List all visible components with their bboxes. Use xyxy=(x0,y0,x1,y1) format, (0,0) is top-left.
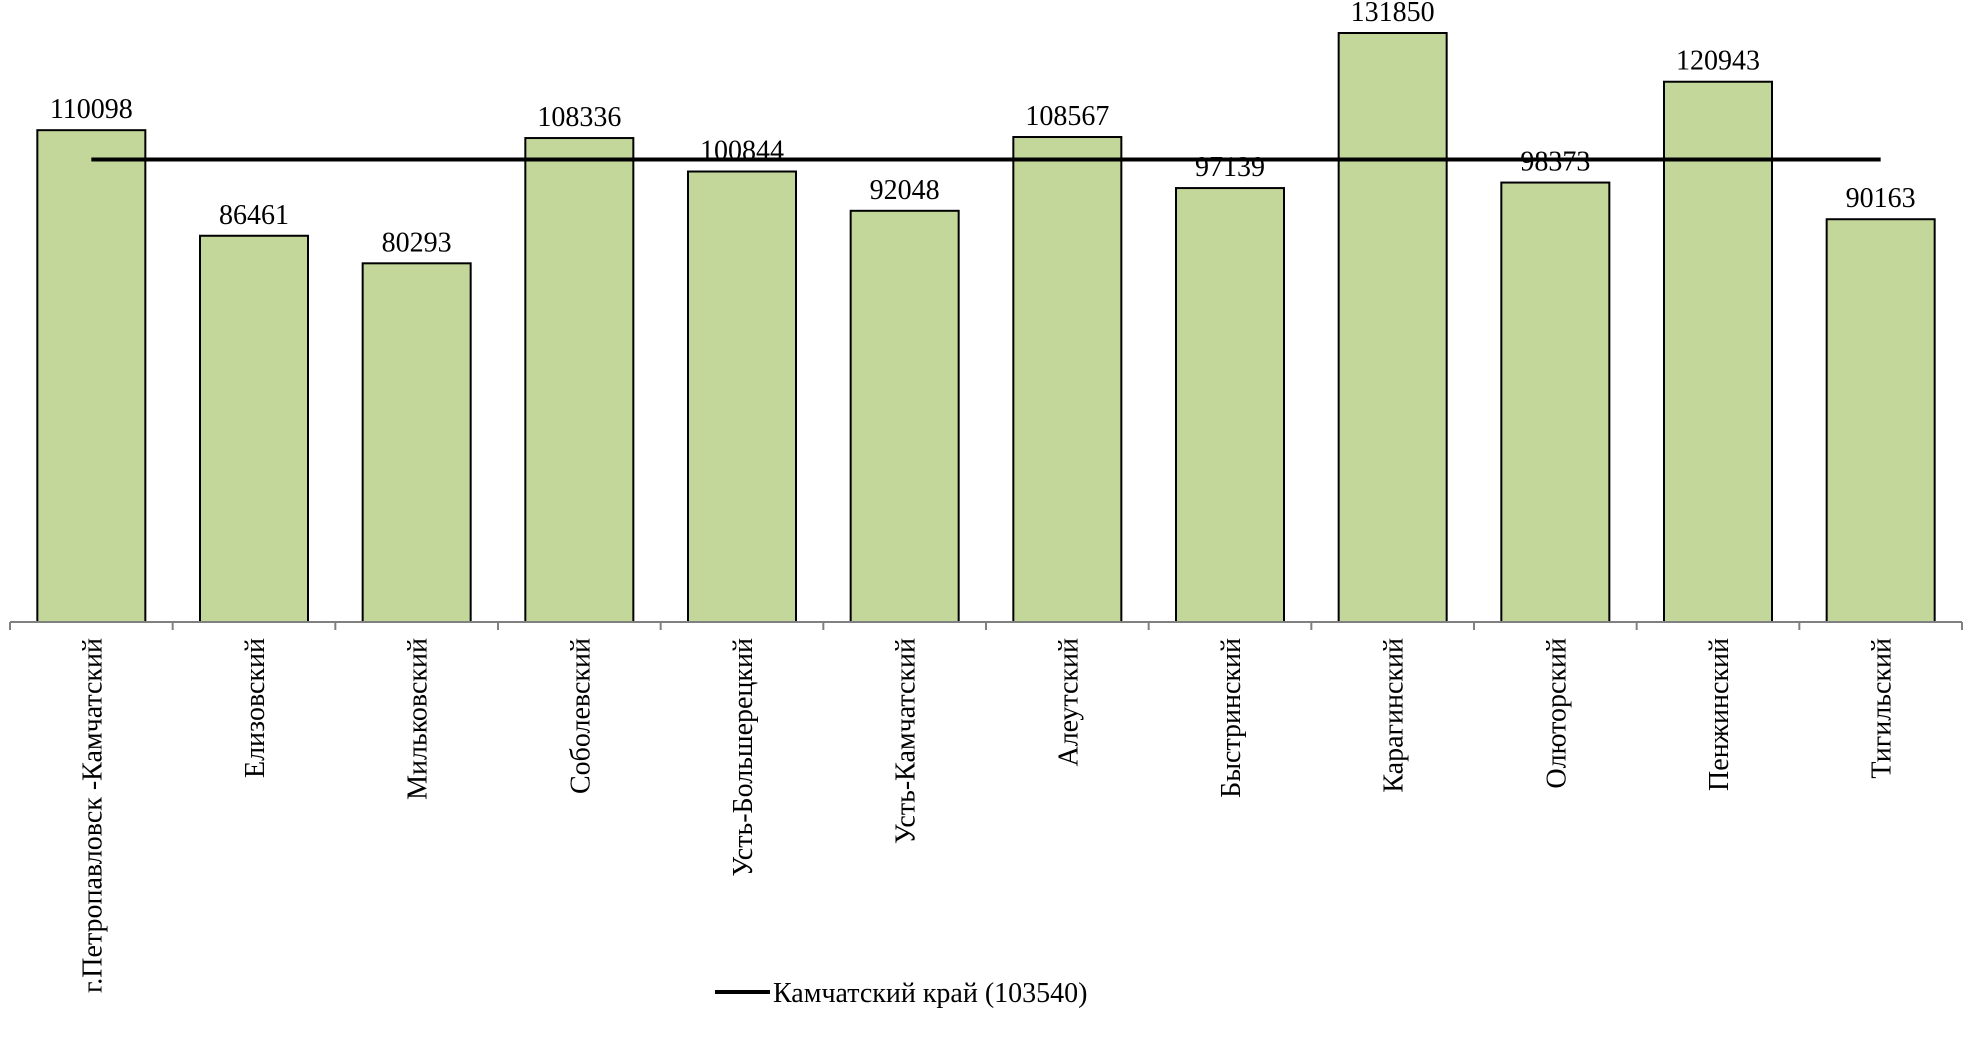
bar-value-label: 92048 xyxy=(870,175,940,206)
category-label: Усть-Камчатский xyxy=(891,638,922,844)
category-label: Мильковский xyxy=(403,638,434,800)
bar xyxy=(1500,181,1611,623)
category-label: Олюторский xyxy=(1541,638,1572,789)
category-label: Соболевский xyxy=(565,638,596,794)
bar-value-label: 98373 xyxy=(1520,147,1590,178)
bar xyxy=(361,262,472,623)
x-axis-ticks xyxy=(9,622,1963,630)
bar-value-label: 97139 xyxy=(1195,152,1265,183)
bar xyxy=(1337,32,1448,623)
category-label: Пенжинский xyxy=(1704,638,1735,791)
bars-group xyxy=(36,32,1936,624)
category-label: Алеутский xyxy=(1053,638,1084,767)
bar xyxy=(1175,187,1285,624)
category-label: Усть-Большерецкий xyxy=(728,638,759,877)
bar xyxy=(1663,80,1773,624)
bar xyxy=(524,137,635,623)
category-label: Тигильский xyxy=(1867,638,1898,779)
bar xyxy=(849,209,960,624)
value-labels-group: 110098 86461 80293 108336 100844 92048 108567 9… xyxy=(50,0,1916,258)
category-label: Быстринский xyxy=(1216,638,1247,798)
category-label: г.Петропавловск -Камчатский xyxy=(77,638,108,993)
category-labels-group: г.Петропавловск -Камчатский Елизовский Мил… xyxy=(77,638,1897,993)
bar-value-label: 108567 xyxy=(1025,101,1109,132)
bar xyxy=(687,170,797,623)
bar-value-label: 86461 xyxy=(219,200,289,231)
category-label: Елизовский xyxy=(240,638,271,778)
bar-value-label: 108336 xyxy=(537,102,621,133)
bar-value-label: 120943 xyxy=(1676,46,1760,77)
bar-value-label: 131850 xyxy=(1351,0,1435,28)
legend-label: Камчатский край (103540) xyxy=(773,978,1087,1009)
legend: Камчатский край (103540) xyxy=(715,978,1087,1009)
bar-value-label: 90163 xyxy=(1846,183,1916,214)
bar xyxy=(36,129,147,623)
bar-value-label: 100844 xyxy=(700,136,784,167)
category-label: Карагинский xyxy=(1379,638,1410,793)
bar xyxy=(1012,136,1123,624)
bar-value-label: 110098 xyxy=(50,94,133,125)
bar-value-label: 80293 xyxy=(382,227,452,258)
bar xyxy=(1825,218,1936,623)
bar xyxy=(199,234,309,623)
